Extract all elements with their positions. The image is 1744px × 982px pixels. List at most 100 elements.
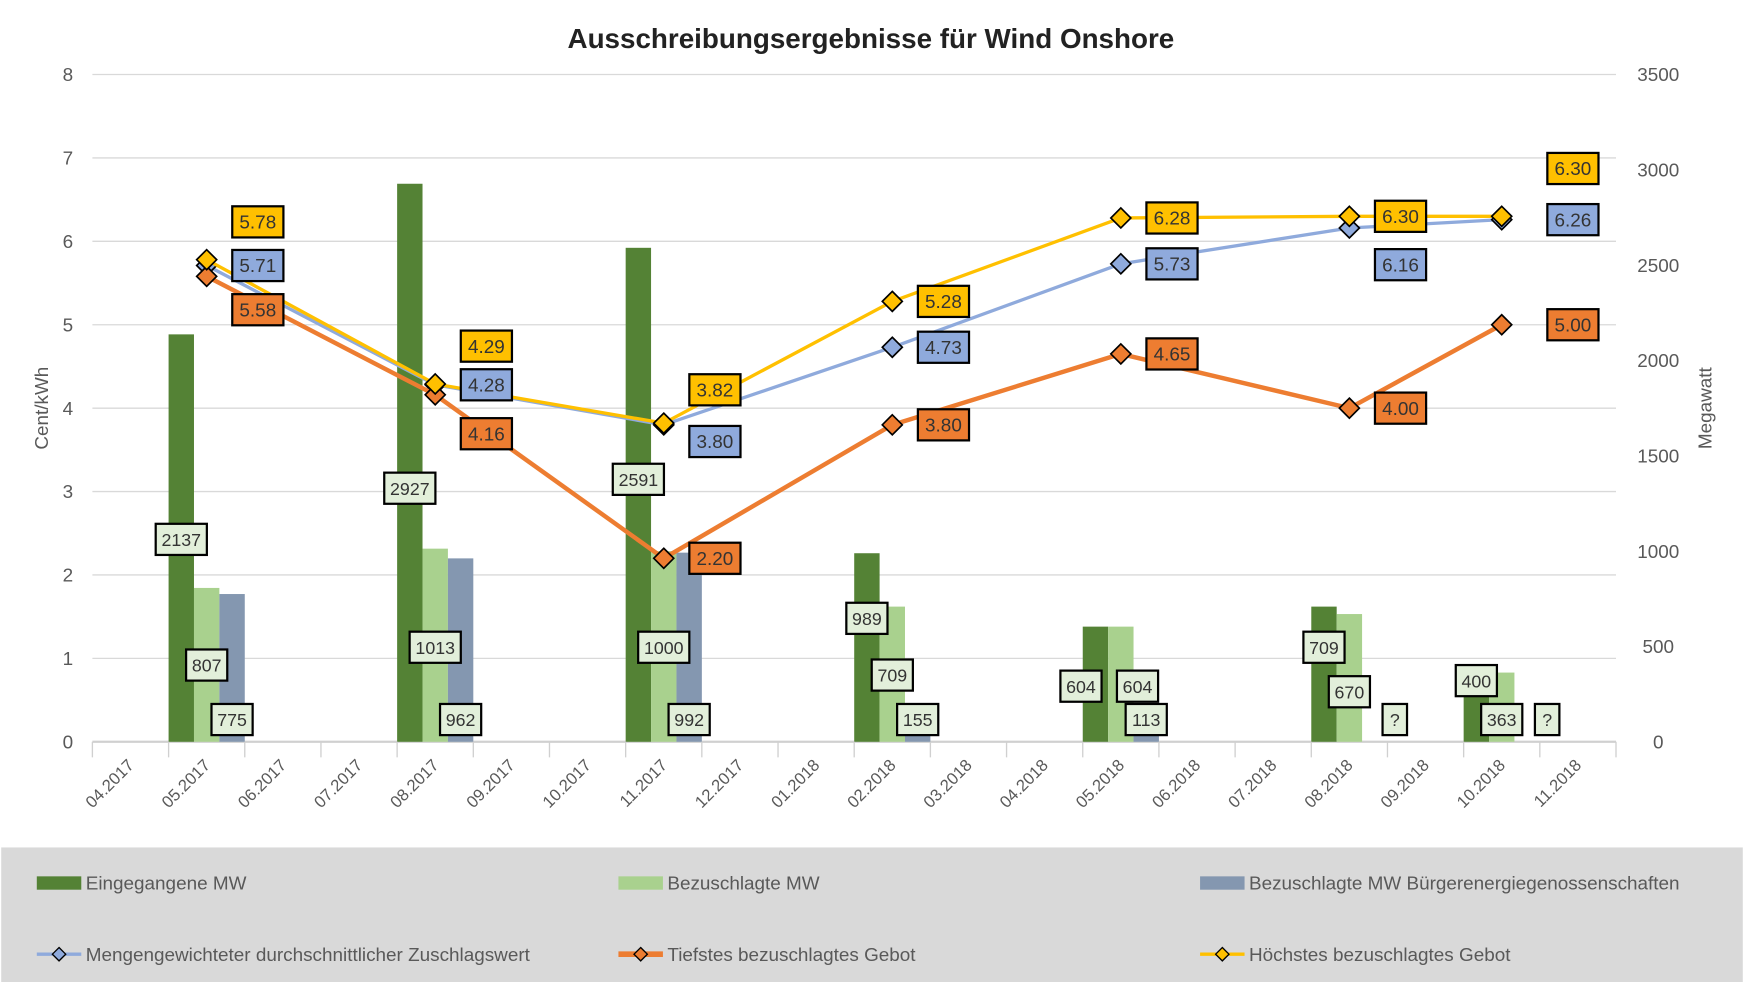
line-data-label-box — [1546, 308, 1600, 342]
bar-data-label-box — [383, 471, 437, 505]
y-tick-label: 8 — [63, 65, 74, 86]
y-tick-label: 1 — [63, 649, 74, 670]
x-tick-label: 01.2018 — [767, 756, 823, 812]
y2-tick-label: 1000 — [1637, 542, 1679, 563]
line-data-label: 6.30 — [1555, 159, 1592, 180]
line-data-label: 4.28 — [468, 375, 505, 396]
data-point-marker — [881, 413, 904, 437]
line-data-label-box — [231, 248, 285, 283]
line-data-label-box — [1373, 391, 1428, 425]
legend-label: Bezuschlagte MW — [667, 874, 819, 895]
line-data-label-box — [1546, 151, 1600, 186]
bar-data-label: 989 — [852, 609, 882, 629]
line-data-label: 4.29 — [468, 337, 505, 358]
bar-data-label: 1013 — [415, 638, 455, 658]
data-point-marker — [652, 547, 675, 570]
line-data-label-box — [1145, 337, 1199, 371]
y-tick-label: 6 — [63, 232, 74, 253]
line-data-label: 4.00 — [1382, 399, 1419, 420]
y2-tick-label: 2500 — [1637, 256, 1679, 277]
y2-tick-label: 500 — [1643, 637, 1675, 658]
bar-data-label-box — [154, 522, 208, 557]
bar-data-label: 155 — [903, 710, 933, 730]
line-data-label: 6.16 — [1382, 255, 1419, 276]
data-point-marker — [881, 336, 904, 359]
data-point-marker — [1109, 342, 1133, 366]
line-data-label-box — [459, 329, 514, 363]
legend-label: Höchstes bezuschlagtes Gebot — [1249, 945, 1511, 966]
bar-data-label: ? — [1390, 710, 1400, 730]
line-data-label: 5.73 — [1154, 255, 1191, 276]
legend-label: Mengengewichteter durchschnittlicher Zus… — [86, 945, 531, 966]
data-labels: 2137 2927 2591 989 604 709 400 807 1013 1000 709 60… — [154, 151, 1600, 737]
bar-data-label: 2591 — [619, 470, 659, 490]
y-axis-label: Cent/kWh — [32, 367, 53, 450]
bar-data-label: 670 — [1335, 682, 1365, 702]
bar-data-label-box — [845, 601, 889, 636]
y2-axis-label: Megawatt — [1696, 366, 1717, 449]
bar-data-label: 2927 — [390, 479, 430, 499]
x-tick-label: 06.2017 — [234, 756, 290, 812]
y2-tick-label: 2000 — [1637, 351, 1679, 372]
line-data-label: 5.78 — [239, 213, 276, 234]
line-data-label: 2.20 — [697, 549, 734, 570]
legend-swatch — [36, 876, 82, 890]
bar-data-label: 709 — [1309, 638, 1339, 658]
y2-tick-label: 3000 — [1637, 161, 1679, 182]
data-point-marker — [1338, 205, 1361, 228]
line-data-label: 6.26 — [1555, 210, 1592, 231]
x-tick-label: 07.2017 — [310, 756, 366, 812]
lines — [195, 205, 1513, 570]
y-tick-label: 3 — [63, 482, 74, 503]
x-tick-label: 09.2017 — [463, 756, 519, 812]
y-tick-label: 7 — [63, 149, 74, 170]
legend-label: Tiefstes bezuschlagtes Gebot — [667, 945, 916, 966]
x-tick-label: 05.2017 — [158, 756, 214, 812]
x-tick-label: 11.2017 — [616, 756, 671, 811]
bar-data-label-box — [1124, 702, 1168, 737]
bar-data-label-box — [1327, 675, 1372, 709]
line-data-label-box — [459, 417, 514, 451]
x-tick-label: 05.2018 — [1072, 756, 1128, 812]
x-tick-label: 08.2017 — [386, 756, 442, 812]
legend-label: Bezuschlagte MW Bürgerenergiegenossensch… — [1249, 874, 1680, 895]
y2-tick-label: 1500 — [1637, 446, 1679, 467]
data-point-marker — [195, 265, 218, 288]
y-tick-label: 5 — [63, 315, 74, 336]
line-data-label: 5.28 — [925, 292, 962, 313]
line-data-label-box — [231, 205, 285, 239]
bar-data-label-box — [210, 702, 254, 737]
bar-data-label: ? — [1542, 710, 1552, 730]
line-data-label: 5.00 — [1555, 315, 1592, 336]
legend-background — [1, 847, 1743, 982]
line-data-label-box — [688, 541, 742, 575]
data-point-marker — [1490, 313, 1513, 336]
x-tick-label: 03.2018 — [920, 756, 976, 812]
legend-marker — [633, 946, 649, 962]
line-data-label: 3.80 — [925, 416, 962, 437]
bar-data-label-box — [667, 702, 711, 737]
line-data-label: 4.16 — [468, 424, 505, 445]
bar — [1311, 606, 1337, 742]
bar-data-label-box — [438, 702, 483, 737]
bar-data-label: 807 — [192, 656, 222, 676]
line-data-label-box — [231, 293, 285, 327]
line-data-label-box — [688, 373, 742, 407]
line-data-label: 6.28 — [1154, 209, 1191, 230]
line-data-label: 4.73 — [925, 338, 962, 359]
data-point-marker — [1490, 205, 1513, 228]
line-data-label-box — [916, 284, 971, 319]
bar-data-label-box — [1454, 663, 1499, 698]
bar-data-label: 400 — [1462, 671, 1492, 691]
y2-tick-label: 0 — [1653, 732, 1664, 753]
bar-data-label: 775 — [217, 710, 247, 730]
x-tick-label: 09.2018 — [1377, 756, 1433, 812]
data-point-marker — [424, 372, 447, 396]
line-data-label-box — [916, 408, 971, 442]
data-point-marker — [881, 290, 904, 313]
bar-data-label-box — [1302, 630, 1346, 664]
data-point-marker — [1338, 216, 1361, 240]
line-data-label-box — [1373, 248, 1428, 282]
x-tick-label: 04.2017 — [82, 756, 138, 812]
